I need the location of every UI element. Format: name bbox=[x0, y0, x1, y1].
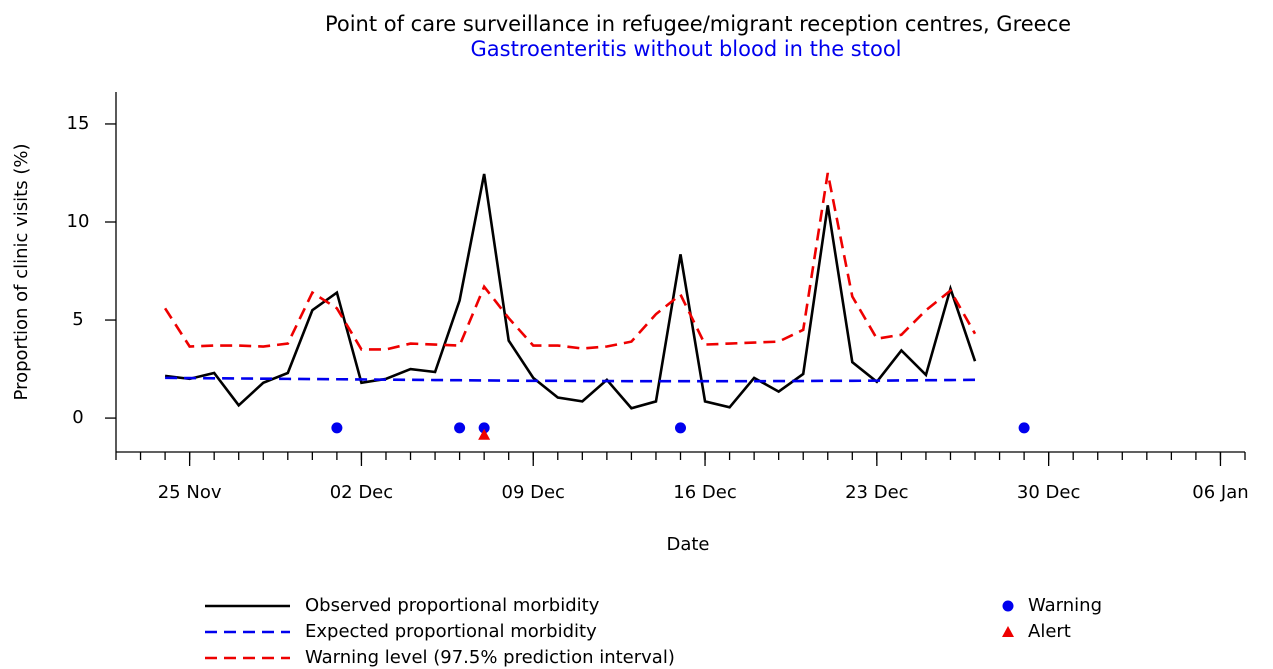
chart-subtitle: Gastroenteritis without blood in the sto… bbox=[470, 37, 901, 61]
legend-label: Alert bbox=[1028, 621, 1071, 642]
x-tick-label: 09 Dec bbox=[502, 482, 565, 503]
series-line bbox=[165, 376, 976, 383]
warning-point bbox=[331, 422, 343, 434]
warning-point bbox=[1018, 422, 1030, 434]
x-tick-label: 25 Nov bbox=[158, 482, 222, 503]
warning-point bbox=[478, 422, 490, 434]
y-tick-label: 0 bbox=[72, 407, 83, 428]
series-line bbox=[164, 173, 977, 410]
y-tick-label: 5 bbox=[72, 309, 83, 330]
x-axis-label: Date bbox=[666, 534, 709, 555]
legend-label: Warning level (97.5% prediction interval… bbox=[305, 647, 675, 668]
legend-label: Observed proportional morbidity bbox=[305, 595, 600, 616]
y-tick-label: 10 bbox=[67, 211, 90, 232]
y-tick-label: 15 bbox=[67, 113, 90, 134]
x-tick-label: 30 Dec bbox=[1017, 482, 1080, 503]
legend-marker bbox=[1002, 600, 1014, 612]
legend-label: Expected proportional morbidity bbox=[305, 621, 597, 642]
series-line bbox=[163, 172, 977, 351]
y-axis-label: Proportion of clinic visits (%) bbox=[11, 144, 32, 401]
warning-point bbox=[675, 422, 686, 434]
x-tick-label: 06 Jan bbox=[1192, 482, 1248, 503]
x-tick-label: 02 Dec bbox=[330, 482, 393, 503]
legend-label: Warning bbox=[1028, 595, 1102, 616]
chart-title: Point of care surveillance in refugee/mi… bbox=[325, 12, 1071, 36]
warning-point bbox=[454, 422, 466, 434]
x-tick-label: 23 Dec bbox=[845, 482, 908, 503]
legend-marker bbox=[1002, 626, 1014, 637]
x-tick-label: 16 Dec bbox=[673, 482, 736, 503]
alert-point bbox=[478, 428, 491, 440]
